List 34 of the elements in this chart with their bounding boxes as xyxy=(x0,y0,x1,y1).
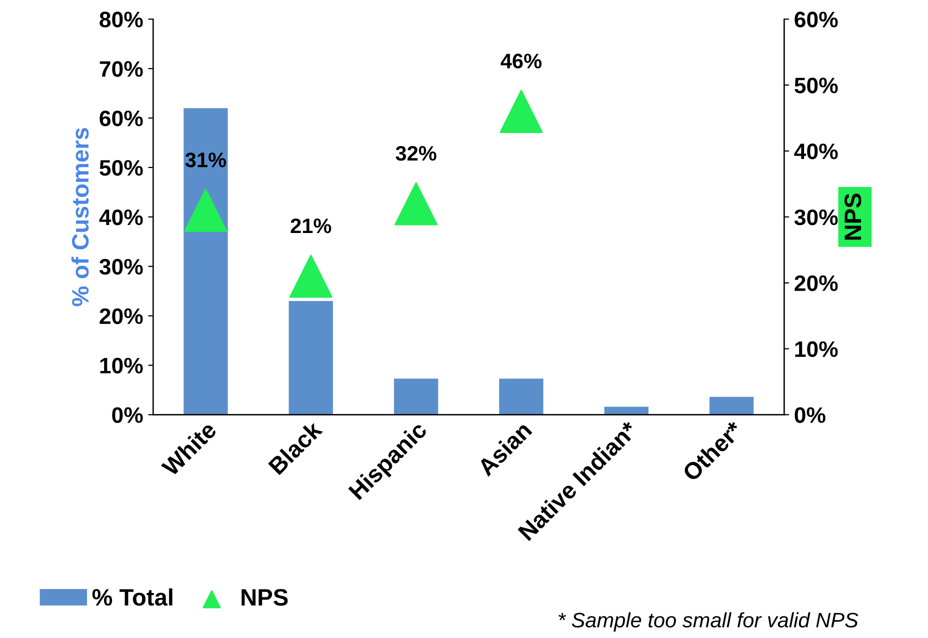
data-label: 46% xyxy=(500,54,542,68)
y2-tick-label: 20% xyxy=(794,275,838,292)
y-tick-label: 80% xyxy=(100,12,143,28)
legend-label: % Total xyxy=(92,588,172,606)
point xyxy=(394,182,438,226)
y-tick-label: 40% xyxy=(99,209,143,226)
bar xyxy=(394,378,438,415)
y-tick-label: 10% xyxy=(100,358,143,374)
data-label: 31% xyxy=(185,152,226,168)
y2-tick-label: 10% xyxy=(795,341,838,358)
y2-tick-label: 0% xyxy=(794,407,826,423)
y-axis-title: % of Customers xyxy=(71,128,89,306)
y2-tick-label: 60% xyxy=(794,12,838,28)
y-tick-label: 20% xyxy=(100,308,143,324)
y-tick-label: 70% xyxy=(100,61,143,77)
y2-axis-title: NPS xyxy=(844,194,862,240)
data-label: 32% xyxy=(396,146,436,161)
y-tick-label: 30% xyxy=(99,258,143,275)
text: * Sample too small for valid NPS xyxy=(558,612,858,632)
point xyxy=(289,254,332,298)
bar xyxy=(709,396,754,415)
y2-tick-label: 40% xyxy=(794,144,838,160)
bar xyxy=(499,378,544,415)
y-tick-label: 60% xyxy=(100,110,143,126)
point xyxy=(500,90,543,133)
legend-label: NPS xyxy=(242,588,288,606)
bar xyxy=(288,300,333,415)
y2-tick-label: 50% xyxy=(794,78,838,94)
data-label: 21% xyxy=(290,218,332,234)
bar xyxy=(184,108,228,415)
y2-tick-label: 30% xyxy=(794,209,838,226)
y-tick-label: 0% xyxy=(112,407,143,423)
y-tick-label: 50% xyxy=(100,160,143,176)
point xyxy=(184,188,228,232)
